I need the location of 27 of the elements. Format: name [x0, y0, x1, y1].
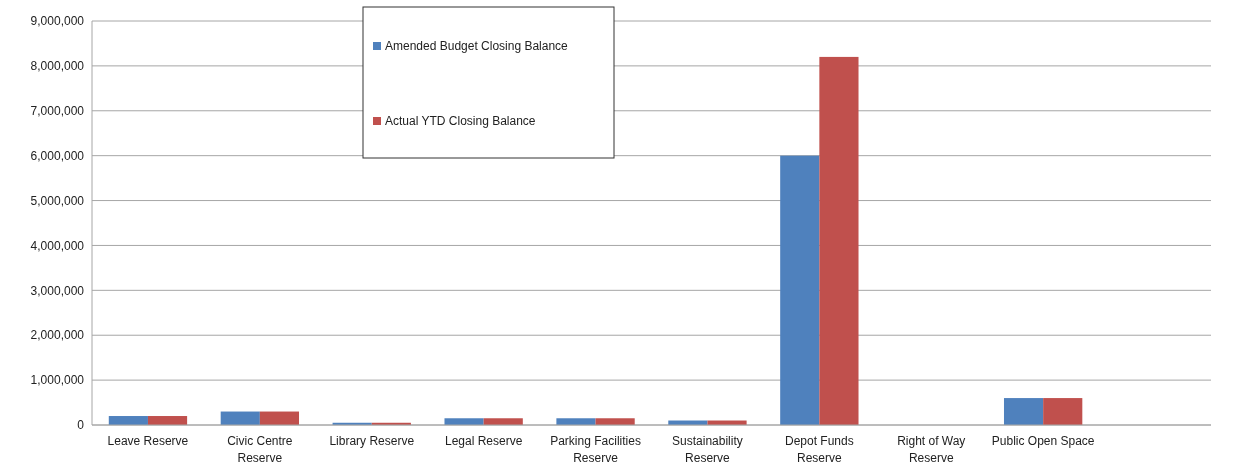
x-tick-label: Public Open Space	[991, 434, 1095, 448]
y-tick-label: 9,000,000	[30, 14, 85, 29]
x-tick-label: Sustainability Reserve	[672, 434, 743, 465]
y-tick-label: 3,000,000	[30, 283, 85, 298]
y-tick-label: 0	[77, 418, 85, 433]
legend-label: Amended Budget Closing Balance	[385, 39, 569, 54]
x-tick-label: Parking Facilities Reserve	[550, 434, 641, 465]
y-tick-label: 5,000,000	[30, 193, 85, 208]
bar	[819, 56, 859, 425]
bar	[780, 155, 820, 425]
y-tick-label: 8,000,000	[30, 59, 85, 74]
x-tick-label: Library Reserve	[329, 434, 415, 448]
y-tick-label: 2,000,000	[30, 328, 85, 343]
x-tick-label: Legal Reserve	[444, 434, 523, 448]
bar	[444, 418, 484, 425]
x-tick-label: Right of Way Reserve	[897, 434, 966, 465]
x-tick-label: Depot Funds Reserve	[784, 434, 854, 465]
x-tick-label: Civic Centre Reserve	[227, 434, 293, 465]
y-tick-label: 6,000,000	[30, 148, 85, 163]
y-tick-label: 4,000,000	[30, 238, 85, 253]
y-tick-label: 7,000,000	[30, 103, 85, 118]
x-tick-label: Leave Reserve	[107, 434, 189, 448]
y-tick-label: 1,000,000	[30, 373, 85, 388]
bar	[1003, 398, 1044, 425]
legend-label: Actual YTD Closing Balance	[385, 114, 536, 129]
bar	[1043, 398, 1083, 425]
bar	[556, 418, 596, 425]
